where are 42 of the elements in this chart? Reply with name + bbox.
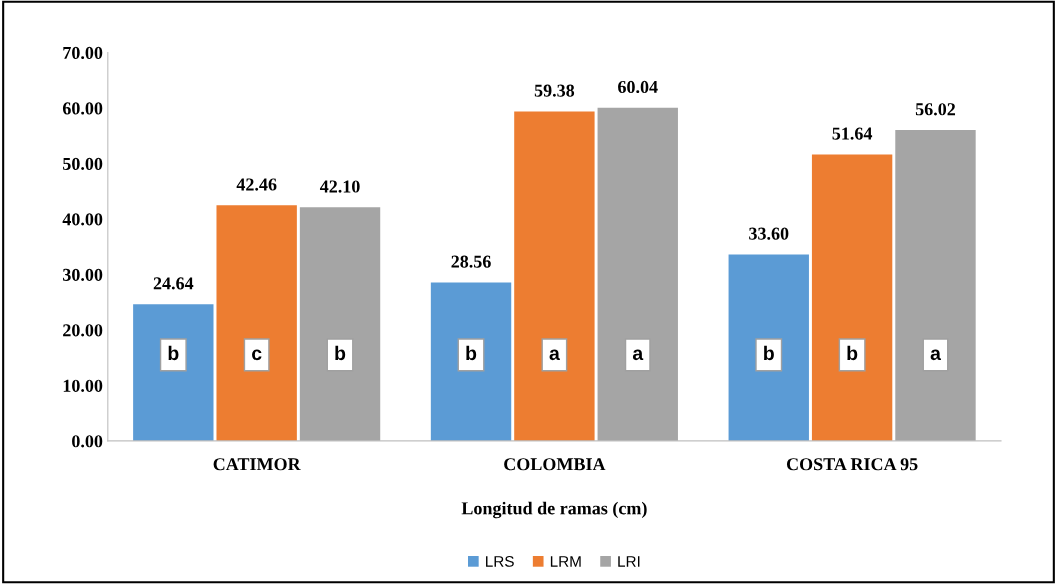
x-tick-label: COLOMBIA bbox=[504, 458, 606, 471]
bar bbox=[514, 111, 595, 441]
annotation: b bbox=[466, 345, 477, 361]
legend-label: LRS bbox=[486, 556, 514, 567]
text: 60.04 bbox=[618, 80, 658, 94]
y-tick-label: 50.00 bbox=[63, 157, 103, 171]
x-tick-label: COSTA RICA 95 bbox=[786, 458, 918, 471]
y-tick-label: 20.00 bbox=[63, 324, 103, 337]
annotation: a bbox=[549, 349, 560, 361]
bar bbox=[133, 304, 214, 441]
bar bbox=[299, 207, 381, 441]
x-tick-label: CATIMOR bbox=[213, 458, 301, 471]
bar bbox=[216, 205, 297, 441]
annotation: a bbox=[930, 349, 942, 361]
y-tick-label: 60.00 bbox=[62, 102, 103, 115]
y-tick-label: 0.00 bbox=[72, 435, 103, 448]
text: 59.38 bbox=[534, 84, 575, 97]
text: 24.64 bbox=[153, 277, 194, 290]
bar bbox=[430, 282, 512, 441]
annotation: c bbox=[252, 349, 262, 361]
text: 42.10 bbox=[319, 180, 360, 193]
y-tick-label: 70.00 bbox=[63, 46, 103, 60]
annotation: b bbox=[335, 345, 346, 361]
y-tick-label: 30.00 bbox=[63, 268, 103, 281]
bar bbox=[895, 130, 976, 441]
text: 42.46 bbox=[236, 178, 277, 191]
text: 56.02 bbox=[915, 103, 956, 116]
y-tick-label: 40.00 bbox=[62, 213, 103, 226]
annotation: b bbox=[847, 345, 858, 361]
annotation: b bbox=[168, 345, 179, 361]
bar bbox=[728, 254, 809, 441]
annotation: b bbox=[764, 345, 774, 361]
y-tick-label: 10.00 bbox=[63, 379, 103, 392]
text: 51.64 bbox=[832, 127, 873, 140]
text: 28.56 bbox=[451, 255, 491, 268]
x-axis-title: Longitud de ramas (cm) bbox=[461, 501, 647, 519]
bar bbox=[597, 107, 678, 441]
bar bbox=[811, 154, 893, 441]
text: 33.60 bbox=[749, 227, 789, 240]
legend-label: LRM bbox=[550, 556, 581, 567]
legend-label: LRI bbox=[618, 556, 640, 567]
annotation: a bbox=[632, 349, 644, 361]
